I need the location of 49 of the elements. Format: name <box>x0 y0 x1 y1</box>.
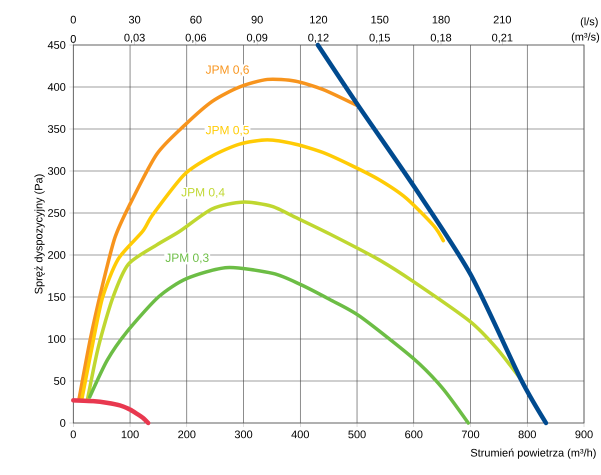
x-tick-label: 900 <box>575 430 593 438</box>
x-tick-label: 700 <box>462 430 480 438</box>
text: 0,21 <box>492 34 512 43</box>
x-tick-label: 400 <box>291 430 309 438</box>
x2-axis-title: (l/s) <box>580 17 598 28</box>
x-tick-label: 600 <box>405 430 422 438</box>
x-axis-title: Strumień powietrza (m³/h) <box>470 448 596 459</box>
text: 0,15 <box>369 34 390 43</box>
x-tick-label: 500 <box>348 430 366 438</box>
text: 0,03 <box>124 34 145 43</box>
series-label: JPM 0,3 <box>165 254 209 264</box>
series-label: JPM 0,5 <box>206 126 249 136</box>
series-label: JPM 0,6 <box>206 65 249 76</box>
y-tick-label: 200 <box>48 251 66 259</box>
x2-tick-label: 150 <box>371 16 388 24</box>
y-tick-label: 50 <box>54 377 66 385</box>
x-tick-label: 100 <box>122 430 139 438</box>
x2-tick-label: 90 <box>252 16 263 24</box>
x2-tick-label: 210 <box>494 16 511 24</box>
text: 0 <box>70 35 76 43</box>
line-series <box>88 266 470 425</box>
text: 0,06 <box>186 34 206 43</box>
line-series <box>77 77 359 402</box>
line-series <box>80 138 446 402</box>
y-tick-label: 150 <box>48 293 66 301</box>
text: (m³/s) <box>572 32 600 43</box>
y-tick-label: 450 <box>48 41 66 49</box>
x-tick-label: 0 <box>70 430 76 438</box>
series-label: JPM 0,4 <box>181 188 225 198</box>
x2-tick-label: 0 <box>70 16 76 24</box>
y-tick-label: 300 <box>48 167 66 175</box>
x2-tick-label: 60 <box>190 16 202 24</box>
text: 0,18 <box>430 34 452 43</box>
line-series <box>316 42 548 426</box>
y-tick-label: 250 <box>48 209 66 217</box>
x2-tick-label: 120 <box>310 16 328 24</box>
y-tick-label: 0 <box>60 419 66 427</box>
x-tick-label: 200 <box>178 430 196 438</box>
x2-tick-label: 30 <box>128 16 140 24</box>
x-tick-label: 800 <box>518 430 536 438</box>
text: 0,09 <box>246 34 268 43</box>
text: 0,12 <box>308 34 329 43</box>
y-axis-title: Spręż dyspozycyjny (Pa) <box>34 174 45 294</box>
line-series <box>71 398 150 426</box>
y-tick-label: 400 <box>48 83 66 91</box>
x2-tick-label: 180 <box>432 16 450 24</box>
x-tick-label: 300 <box>234 430 252 438</box>
y-tick-label: 350 <box>48 125 66 133</box>
y-tick-label: 100 <box>48 335 66 343</box>
